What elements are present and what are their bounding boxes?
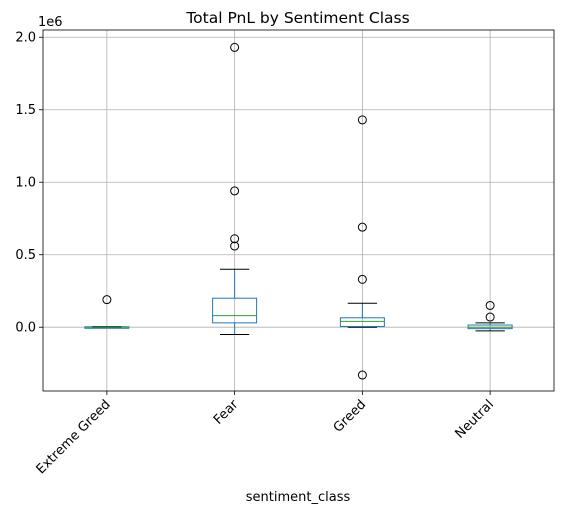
outlier-point xyxy=(357,115,367,125)
plot-frame xyxy=(42,29,555,392)
outlier-point xyxy=(357,222,367,232)
outlier-point xyxy=(485,300,495,310)
outlier-point xyxy=(357,370,367,380)
y-tick-label: 0.0 xyxy=(15,321,36,336)
outlier-point xyxy=(230,241,240,251)
grid-lines xyxy=(43,30,554,391)
outlier-point xyxy=(230,186,240,196)
y-tick-label: 2.0 xyxy=(15,31,36,46)
box-series xyxy=(84,42,513,380)
box-iqr xyxy=(339,317,385,327)
outlier-point xyxy=(102,295,112,305)
x-axis-label: sentiment_class xyxy=(246,490,351,505)
outlier-point xyxy=(357,274,367,284)
y-tick-label: 0.5 xyxy=(15,248,36,263)
outlier-point xyxy=(230,234,240,244)
chart-title: Total PnL by Sentiment Class xyxy=(185,9,409,27)
outlier-point xyxy=(230,42,240,52)
y-tick-label: 1.0 xyxy=(15,176,36,191)
y-scale-label: 1e6 xyxy=(38,15,63,30)
outlier-point xyxy=(485,312,495,322)
box-iqr xyxy=(212,297,258,324)
y-tick-label: 1.5 xyxy=(15,103,36,118)
